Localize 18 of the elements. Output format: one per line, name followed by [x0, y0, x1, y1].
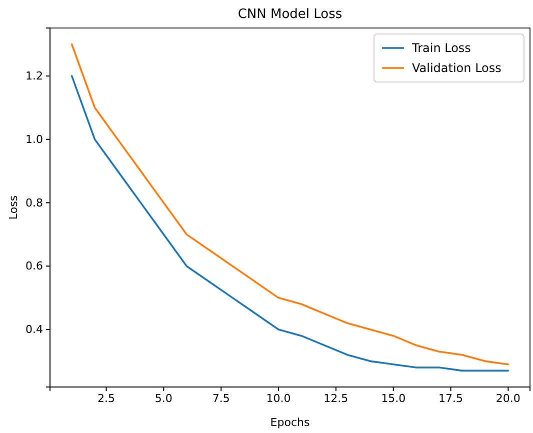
y-tick-label: 1.0 — [26, 132, 43, 146]
y-tick-label: 0.8 — [26, 196, 43, 210]
y-tick-label: 1.2 — [26, 70, 43, 83]
y-axis-title: Loss — [7, 195, 20, 220]
x-tick-label: 17.5 — [438, 392, 464, 405]
x-tick-label: 10.0 — [266, 392, 291, 405]
x-tick-label: 20.0 — [496, 392, 520, 405]
x-tick-label: 15.0 — [381, 392, 406, 405]
y-tick-label: 0.4 — [26, 323, 43, 336]
x-tick-label: 12.5 — [324, 392, 348, 405]
x-tick-label: 5.0 — [154, 392, 172, 405]
legend-label: Validation Loss — [412, 61, 502, 75]
y-tick-label: 0.6 — [26, 260, 43, 273]
x-axis-title: Epochs — [270, 416, 310, 429]
x-tick-label: 2.5 — [98, 392, 116, 405]
x-tick-label: 7.5 — [212, 392, 230, 405]
chart-title: CNN Model Loss — [238, 7, 342, 22]
legend-label: Train Loss — [411, 41, 471, 55]
